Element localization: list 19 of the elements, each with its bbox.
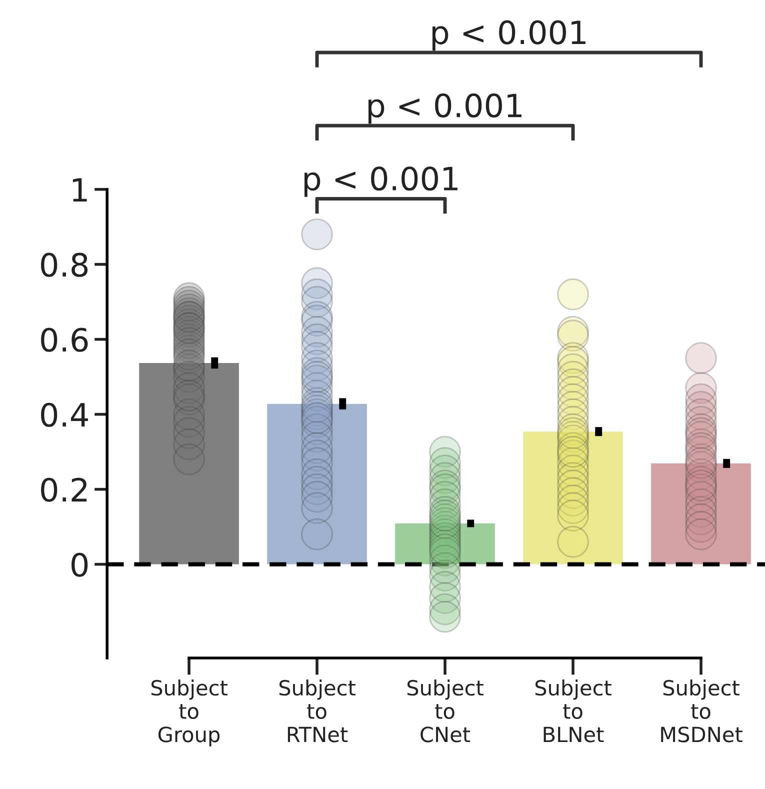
- bar: [395, 523, 495, 564]
- bar: [523, 432, 623, 564]
- x-tick-label: Subject to RTNet: [279, 680, 356, 742]
- x-tick-label: Subject to BLNet: [535, 680, 612, 742]
- bar: [139, 362, 239, 564]
- text: p < 0.001: [368, 93, 522, 124]
- bar: [651, 463, 751, 564]
- x-tick-label: Subject to CNet: [407, 680, 484, 742]
- y-tick-label: 0.2: [41, 478, 87, 502]
- text: p < 0.001: [432, 20, 586, 51]
- y-tick-label: 0.8: [41, 252, 88, 277]
- x-tick-label: Subject to Group: [151, 680, 228, 746]
- y-tick-label: 1: [72, 178, 87, 202]
- x-tick-label: Subject to MSDNet: [661, 680, 742, 742]
- annotation: p < 0.001: [304, 166, 458, 197]
- y-tick-label: 0.4: [41, 402, 88, 427]
- bar: [267, 404, 367, 564]
- y-tick-label: 0: [72, 552, 88, 577]
- y-tick-label: 0.6: [41, 328, 88, 352]
